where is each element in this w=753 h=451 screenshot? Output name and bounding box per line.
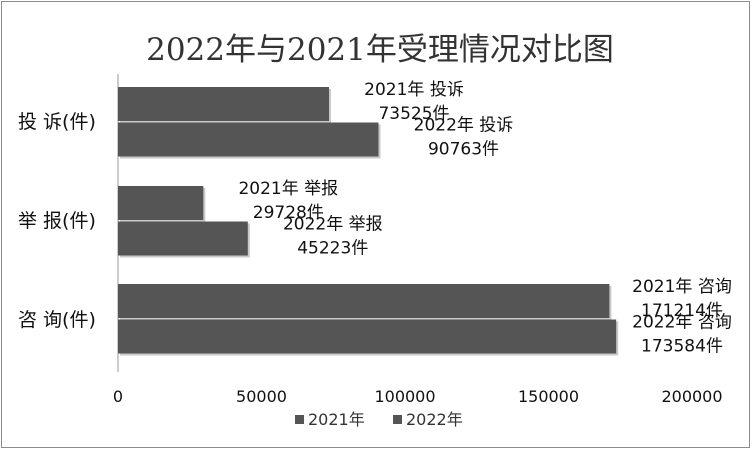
x-tick-3: 150000	[518, 387, 579, 406]
data-label-2021-complaint-line1: 2021年 投诉	[364, 80, 464, 100]
bar-2022-complaint	[118, 122, 379, 157]
x-tick-1: 50000	[236, 387, 287, 406]
legend-swatch-2022	[393, 415, 402, 424]
data-label-2021-report-line2: 29728件	[253, 203, 324, 223]
data-label-2021-consult-line2: 171214件	[641, 301, 723, 321]
chart-title: 2022年与2021年受理情况对比图	[146, 32, 614, 68]
bar-2021-complaint	[118, 87, 330, 121]
data-label-2022-complaint-line2: 90763件	[428, 140, 499, 160]
data-label-2022-consult-line1: 2022年 咨询	[632, 313, 732, 333]
category-label-consult: 咨 询(件)	[18, 309, 96, 331]
category-label-complaint: 投 诉(件)	[18, 111, 96, 133]
x-tick-4: 200000	[661, 387, 722, 406]
bar-2021-report	[118, 186, 204, 220]
x-tick-0: 0	[113, 387, 123, 406]
legend: 2021年 2022年	[295, 410, 463, 429]
x-tick-2: 100000	[374, 387, 435, 406]
bar-2021-consult	[118, 284, 610, 318]
data-label-2022-report-line2: 45223件	[297, 239, 368, 259]
data-label-2022-report-line1: 2022年 举报	[283, 215, 383, 235]
legend-label-2022: 2022年	[406, 410, 463, 429]
data-label-2021-report-line1: 2021年 举报	[238, 179, 338, 199]
legend-label-2021: 2021年	[308, 410, 365, 429]
data-label-2022-complaint-line1: 2022年 投诉	[414, 116, 514, 136]
legend-swatch-2021	[295, 415, 304, 424]
data-label-2022-consult-line2: 173584件	[641, 337, 723, 357]
bar-2022-report	[118, 221, 248, 256]
category-label-report: 举 报(件)	[18, 210, 96, 232]
bar-2022-consult	[118, 319, 617, 354]
data-label-2021-consult-line1: 2021年 咨询	[632, 277, 732, 297]
data-label-2021-complaint-line2: 73525件	[378, 104, 449, 124]
